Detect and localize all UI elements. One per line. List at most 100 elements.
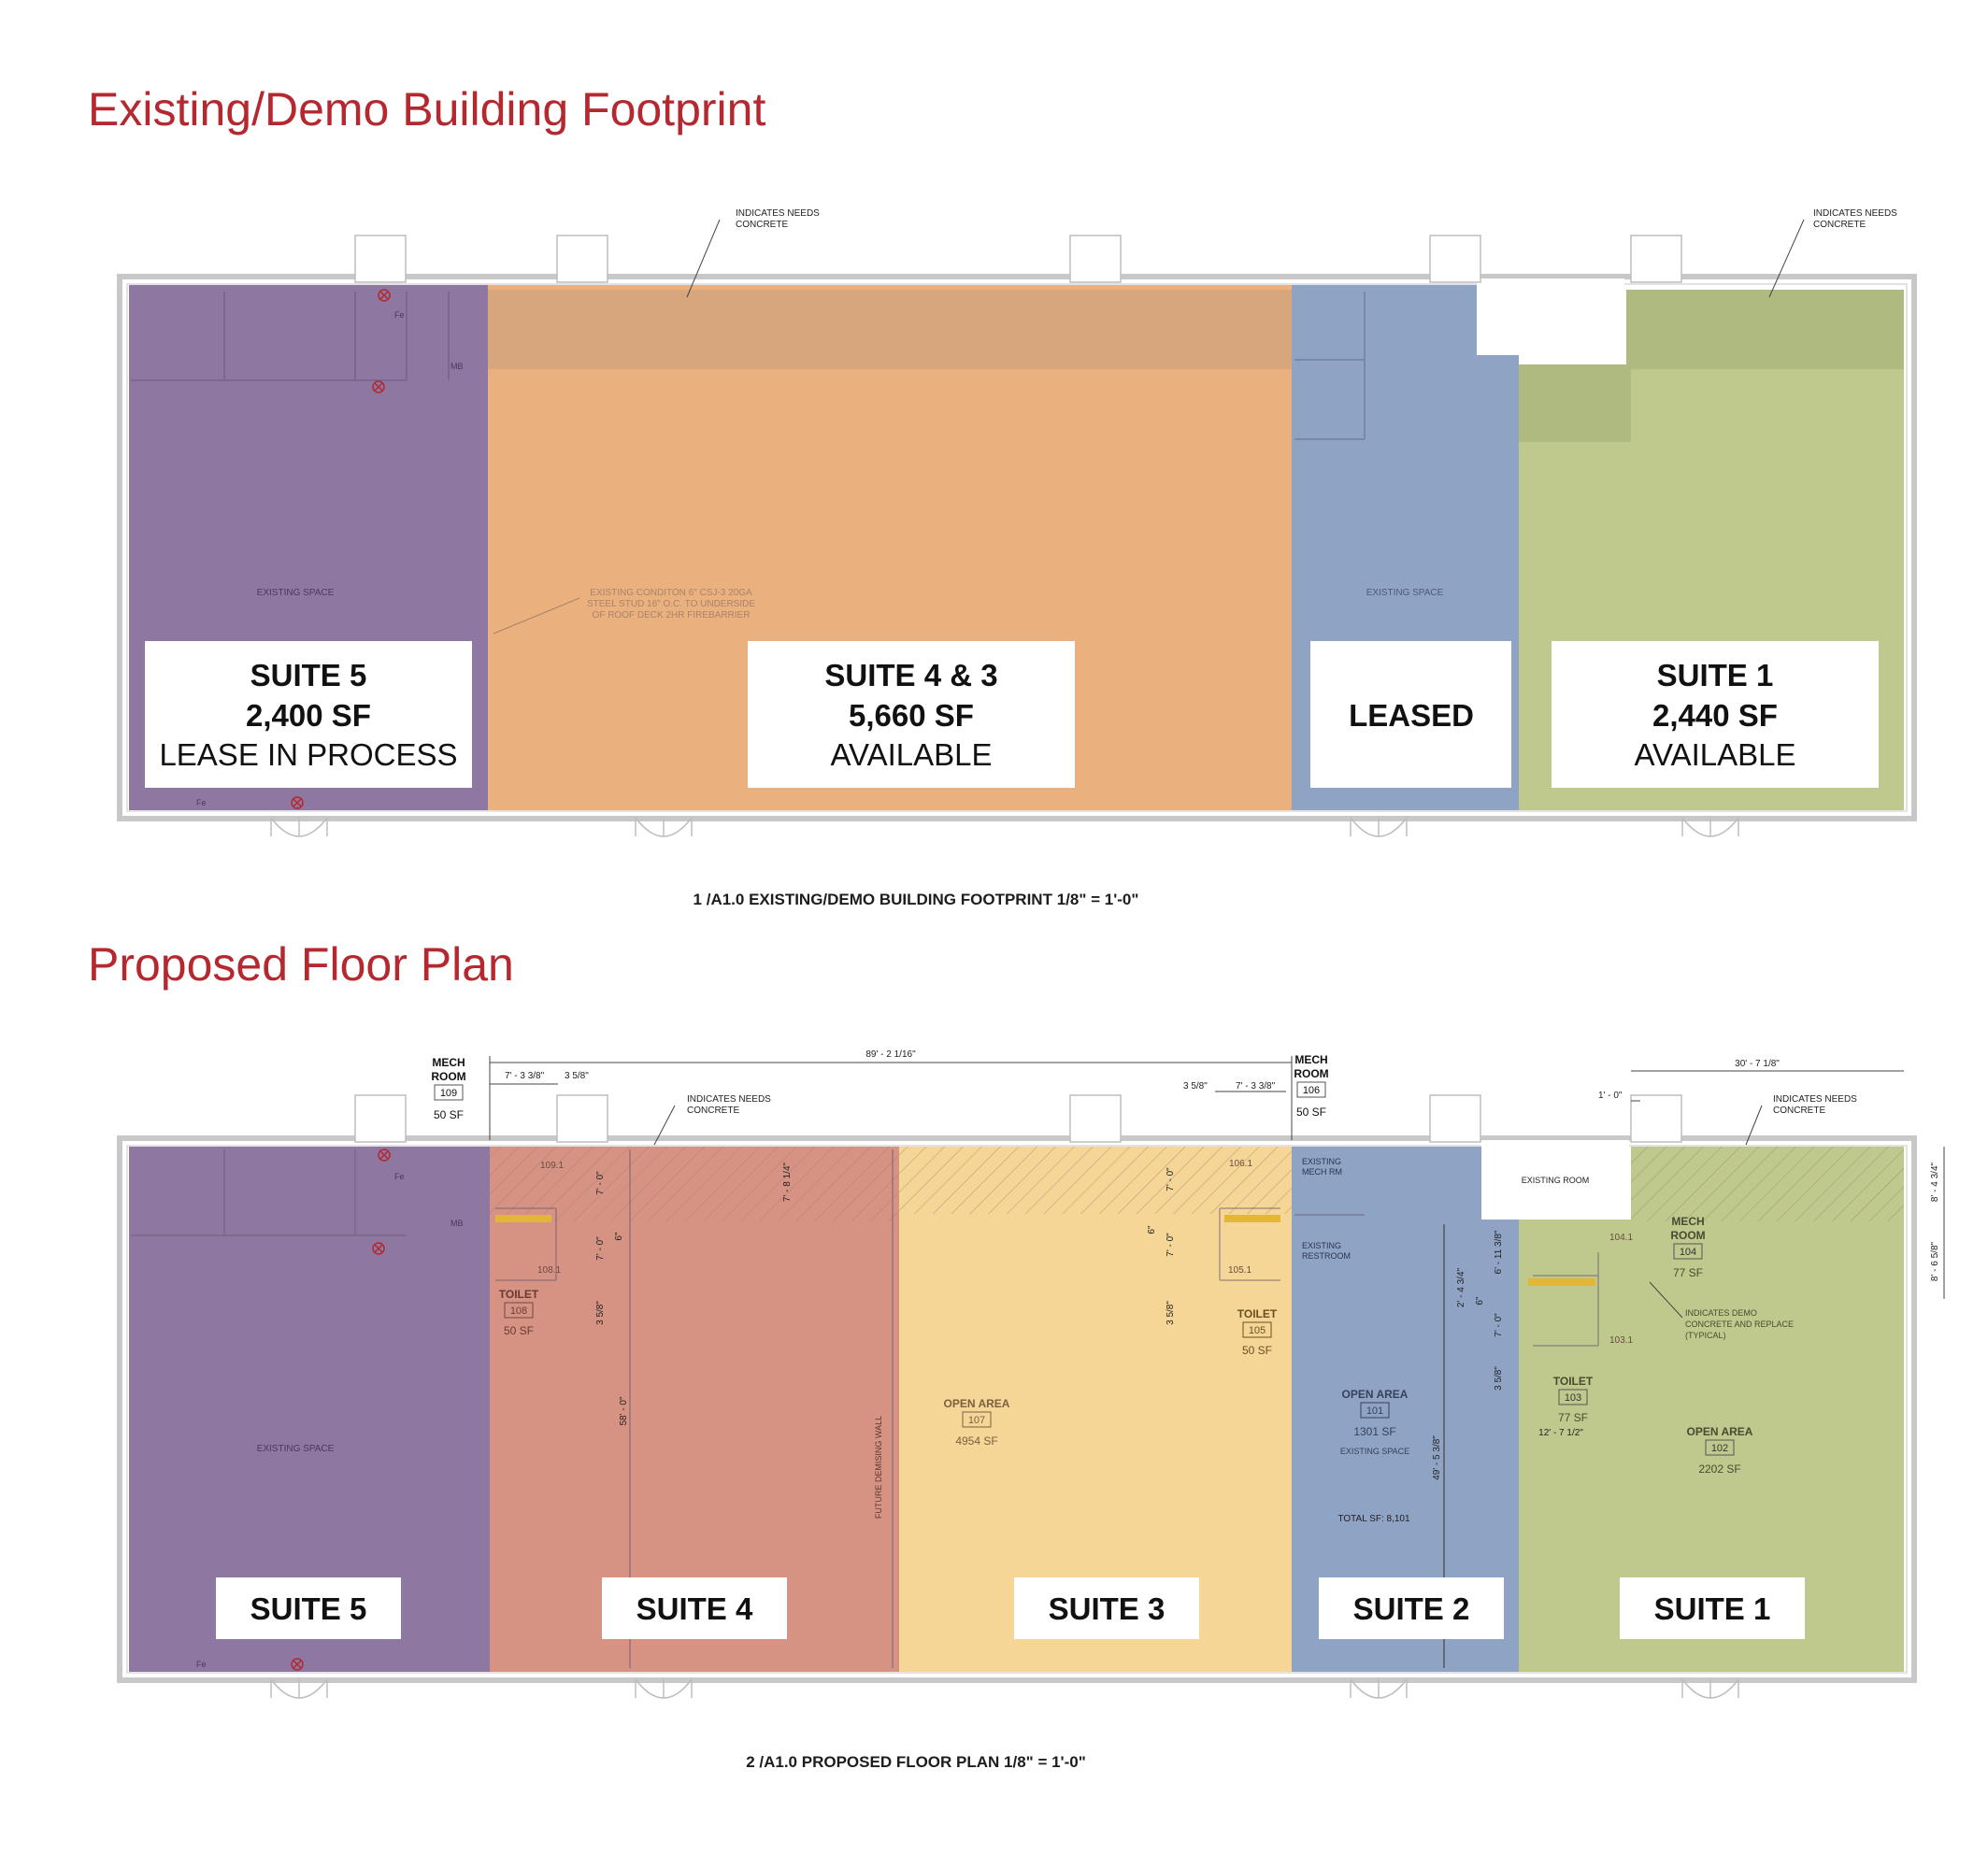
toilet-105-name: TOILET: [1237, 1307, 1278, 1320]
dim-358v3: 3 5/8": [1494, 1366, 1504, 1391]
existing-suite-5-status: LEASE IN PROCESS: [159, 737, 457, 772]
existing-concrete-band-orange: [488, 290, 1292, 369]
existing-restroom-walls: [1294, 292, 1366, 440]
dim-70a: 7' - 0": [595, 1171, 606, 1195]
mech-106-area: 50 SF: [1296, 1106, 1326, 1119]
existing-mb-label: MB: [451, 362, 464, 371]
dim-1-0: 1' - 0": [1598, 1091, 1623, 1101]
total-sf-note: TOTAL SF: 8,101: [1337, 1514, 1410, 1524]
existing-condition-note-3: OF ROOF DECK 2HR FIREBARRIER: [593, 610, 751, 621]
proposed-toilet-108: TOILET 108 50 SF: [499, 1288, 539, 1337]
dim-2-4-3-4: 2' - 4 3/4": [1456, 1267, 1466, 1307]
toilet-103-name: TOILET: [1553, 1375, 1594, 1388]
toilet-108-area: 50 SF: [504, 1324, 534, 1337]
existing-fe-label: Fe: [394, 310, 405, 320]
open-101-number: 101: [1366, 1405, 1383, 1417]
existing-mech-rm-2: MECH RM: [1302, 1167, 1342, 1177]
mech-109-area: 50 SF: [434, 1108, 464, 1121]
existing-floor-plan: Fe Fe MB INDICATES NEEDS CONCRETE INDICA…: [117, 208, 1917, 837]
demo-note-2: CONCRETE AND REPLACE: [1685, 1320, 1794, 1329]
proposed-mech-room-104: MECH ROOM 104 77 SF: [1670, 1215, 1705, 1279]
proposed-suite-2-label: SUITE 2: [1319, 1577, 1504, 1639]
demo-note-1: INDICATES DEMO: [1685, 1308, 1757, 1318]
proposed-fe-label-bottom: Fe: [196, 1660, 207, 1669]
proposed-suite-3-label: SUITE 3: [1014, 1577, 1199, 1639]
demo-leader-line: [1649, 1281, 1683, 1319]
mech-106-line-2: ROOM: [1294, 1067, 1328, 1080]
existing-inner-wall: [126, 283, 1908, 812]
existing-needs-concrete-note-1b: CONCRETE: [736, 220, 788, 230]
dim-70b: 7' - 0": [595, 1236, 606, 1261]
existing-plan-title: Existing/Demo Building Footprint: [88, 83, 766, 136]
proposed-vertical-dimension-texts: 7' - 0" 7' - 0" 6" 3 5/8" 7' - 8 1/4" 58…: [595, 1162, 1940, 1519]
existing-suite-1-status: AVAILABLE: [1634, 737, 1795, 772]
proposed-floor-plan: Fe Fe MB MECH ROOM 109 50 SF MECH ROOM: [117, 1049, 1945, 1699]
proposed-mech-room-109: MECH ROOM 109 50 SF: [431, 1056, 465, 1121]
existing-suite-1-label: SUITE 1 2,440 SF AVAILABLE: [1552, 641, 1879, 788]
existing-leader-line-1: [686, 219, 721, 298]
proposed-mech-room-106: MECH ROOM 106 50 SF: [1294, 1053, 1328, 1119]
existing-space-label-2: EXISTING SPACE: [1366, 588, 1444, 598]
proposed-needs-concrete-2b: CONCRETE: [1773, 1106, 1825, 1116]
open-101-sub: EXISTING SPACE: [1340, 1447, 1409, 1456]
existing-suite-5-label: SUITE 5 2,400 SF LEASE IN PROCESS: [145, 641, 472, 788]
existing-space-label-1: EXISTING SPACE: [257, 588, 335, 598]
existing-suite-5-area: 2,400 SF: [246, 698, 371, 733]
dim-358v: 3 5/8": [595, 1301, 606, 1325]
proposed-dimension-texts: 89' - 2 1/16" 7' - 3 3/8" 3 5/8" 3 5/8" …: [505, 1049, 1780, 1524]
open-107-name: OPEN AREA: [944, 1397, 1010, 1410]
demo-note-3: (TYPICAL): [1685, 1331, 1726, 1340]
existing-condition-note-1: EXISTING CONDITON 6" CSJ-3 20GA: [590, 588, 752, 598]
proposed-suite-4-name: SUITE 4: [636, 1591, 753, 1626]
proposed-demo-bar-2: [1224, 1215, 1280, 1222]
dim-12-7: 12' - 7 1/2": [1538, 1428, 1583, 1438]
dim-70e: 7' - 0": [1494, 1313, 1504, 1337]
existing-room-label: EXISTING ROOM: [1522, 1176, 1590, 1185]
proposed-top-doors: [354, 1094, 1682, 1143]
toilet-108-name: TOILET: [499, 1288, 539, 1301]
door-tag-104-1: 104.1: [1609, 1233, 1633, 1243]
existing-restroom-1: EXISTING: [1302, 1241, 1341, 1250]
door-tag-108-1: 108.1: [537, 1265, 561, 1276]
proposed-fe-label: Fe: [394, 1172, 405, 1181]
existing-mech-rm-1: EXISTING: [1302, 1157, 1341, 1166]
proposed-fire-alarm-icons: [291, 1149, 391, 1671]
toilet-105-area: 50 SF: [1242, 1344, 1272, 1357]
proposed-needs-concrete-1a: INDICATES NEEDS: [687, 1094, 771, 1105]
existing-concrete-band-green: [1519, 290, 1904, 442]
dim-6b: 6": [1147, 1225, 1157, 1234]
existing-leader-line-2: [1768, 219, 1805, 298]
dim-8-4-3-4: 8' - 4 3/4": [1930, 1162, 1940, 1202]
toilet-108-number: 108: [510, 1305, 527, 1317]
mech-109-number: 109: [440, 1088, 457, 1099]
open-102-area: 2202 SF: [1698, 1462, 1740, 1476]
existing-needs-concrete-note-2b: CONCRETE: [1813, 220, 1866, 230]
mech-104-line-1: MECH: [1671, 1215, 1704, 1228]
existing-leased-name: LEASED: [1349, 698, 1474, 733]
toilet-105-number: 105: [1249, 1325, 1266, 1336]
existing-bottom-doors: [270, 817, 1739, 837]
mech-109-line-2: ROOM: [431, 1070, 465, 1083]
open-102-name: OPEN AREA: [1687, 1425, 1753, 1438]
existing-suite-5-name: SUITE 5: [250, 658, 367, 692]
proposed-door-tags: 109.1 106.1 108.1 105.1 104.1 103.1: [537, 1159, 1633, 1346]
proposed-mb-label: MB: [451, 1219, 464, 1228]
open-101-area: 1301 SF: [1353, 1425, 1395, 1438]
proposed-toilet-105: TOILET 105 50 SF: [1237, 1307, 1278, 1357]
proposed-needs-concrete-1b: CONCRETE: [687, 1106, 739, 1116]
mech-106-line-1: MECH: [1294, 1053, 1327, 1066]
mech-104-line-2: ROOM: [1670, 1229, 1705, 1242]
existing-fire-alarm-icons: [291, 289, 391, 809]
existing-leased-label: LEASED: [1310, 641, 1511, 788]
door-tag-103-1: 103.1: [1609, 1335, 1633, 1346]
mech-109-line-1: MECH: [432, 1056, 465, 1069]
proposed-existing-room-notch: [1481, 1140, 1629, 1220]
mech-106-number: 106: [1303, 1085, 1320, 1096]
proposed-open-area-101: OPEN AREA 101 1301 SF EXISTING SPACE: [1340, 1388, 1409, 1456]
mech-104-number: 104: [1680, 1247, 1696, 1258]
dim-58-0: 58' - 0": [619, 1396, 629, 1425]
proposed-suite-2-name: SUITE 2: [1353, 1591, 1470, 1626]
open-102-number: 102: [1711, 1443, 1728, 1454]
dim-358-right: 3 5/8": [1183, 1081, 1208, 1091]
toilet-103-area: 77 SF: [1558, 1411, 1588, 1424]
